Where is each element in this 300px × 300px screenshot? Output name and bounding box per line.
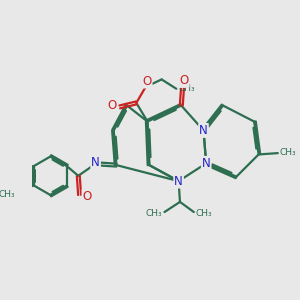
Text: N: N bbox=[202, 157, 211, 170]
Text: CH₃: CH₃ bbox=[0, 190, 15, 199]
Text: N: N bbox=[199, 124, 208, 137]
Text: CH₃: CH₃ bbox=[146, 209, 162, 218]
Text: N: N bbox=[91, 157, 100, 169]
Text: CH₃: CH₃ bbox=[178, 84, 195, 93]
Text: O: O bbox=[142, 74, 152, 88]
Text: CH₃: CH₃ bbox=[196, 209, 213, 218]
Text: N: N bbox=[174, 175, 183, 188]
Text: O: O bbox=[179, 74, 189, 87]
Text: O: O bbox=[108, 99, 117, 112]
Text: O: O bbox=[82, 190, 92, 203]
Text: CH₃: CH₃ bbox=[280, 148, 297, 157]
